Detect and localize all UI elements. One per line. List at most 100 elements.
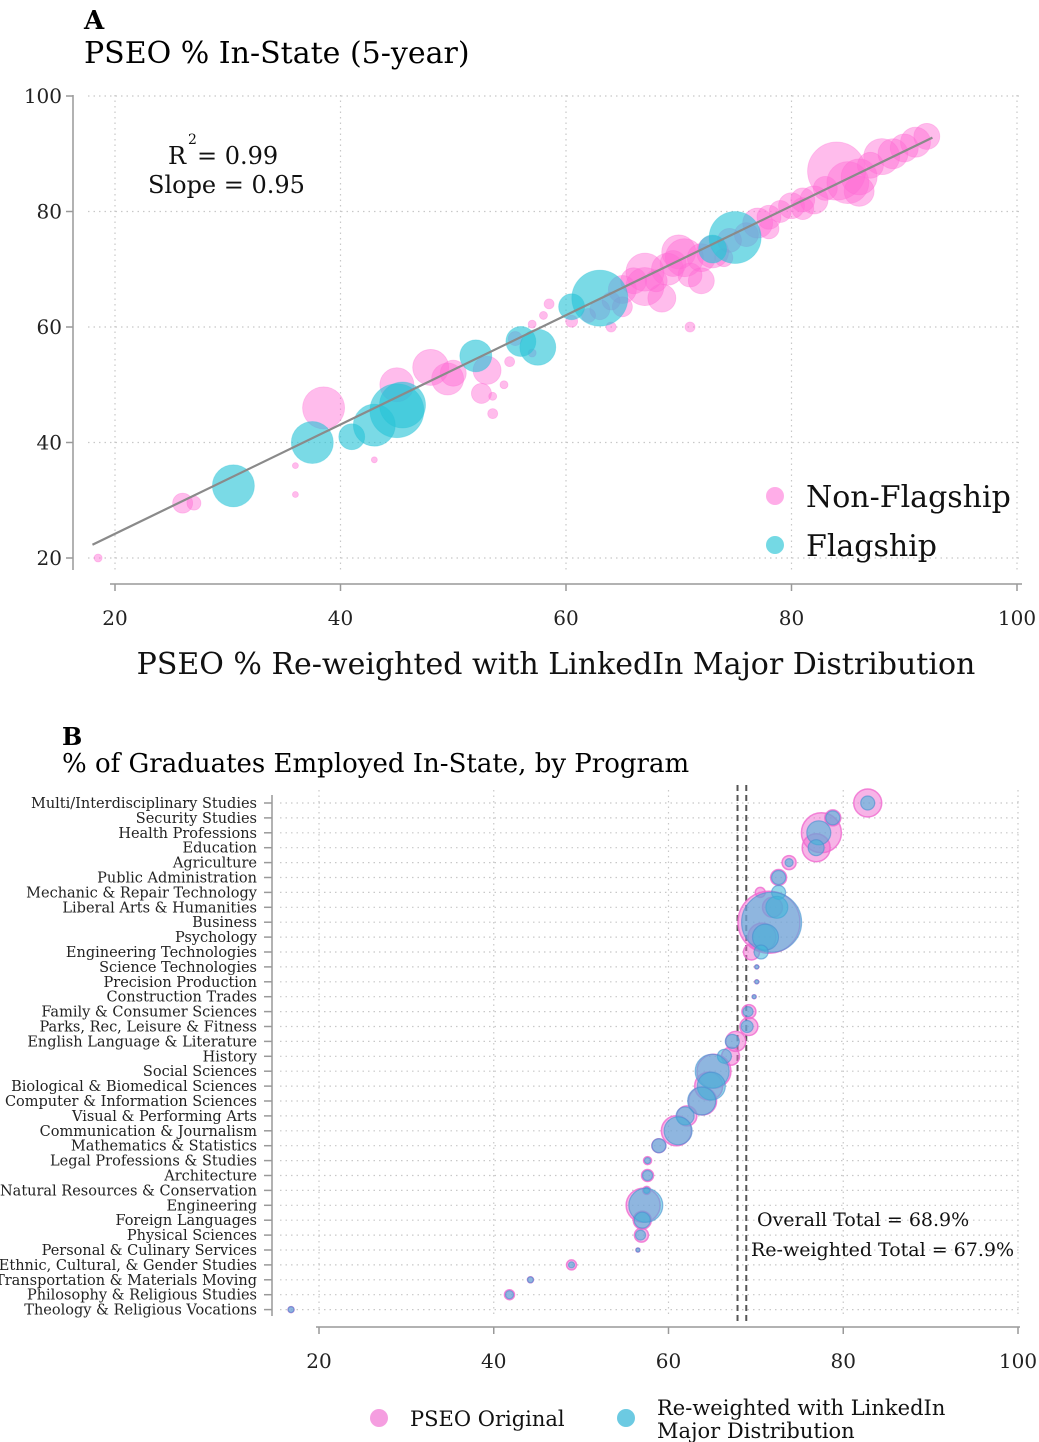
program-label: Natural Resources & Conservation xyxy=(0,1183,257,1199)
panel-a-xtick-label: 60 xyxy=(553,606,578,630)
panel-b-title: % of Graduates Employed In-State, by Pro… xyxy=(62,749,689,779)
reweighted-point xyxy=(526,1276,535,1284)
non-flagship-point xyxy=(625,252,665,292)
program-label: Legal Professions & Studies xyxy=(50,1154,257,1170)
reweighted-point xyxy=(753,944,769,960)
program-label: Theology & Religious Vocations xyxy=(24,1303,257,1319)
non-flagship-point xyxy=(471,383,492,404)
panel-b-xtick-label: 80 xyxy=(831,1349,856,1373)
non-flagship-point xyxy=(527,319,537,329)
reweighted-point xyxy=(742,1005,754,1018)
program-label: Parks, Rec, Leisure & Fitness xyxy=(39,1020,257,1036)
program-label: Multi/Interdisciplinary Studies xyxy=(31,796,257,812)
reweighted-point xyxy=(643,1156,652,1165)
panel-a-ytick-label: 40 xyxy=(37,431,62,455)
program-label: Biological & Biomedical Sciences xyxy=(11,1079,257,1095)
program-label: Liberal Arts & Humanities xyxy=(62,900,257,916)
reweighted-point xyxy=(635,1247,641,1253)
program-label: Physical Sciences xyxy=(127,1228,257,1244)
non-flagship-point xyxy=(93,553,103,563)
panel-a-xtick-label: 40 xyxy=(328,606,353,630)
reweighted-point xyxy=(807,839,825,857)
non-flagship-point xyxy=(487,408,499,420)
panel-a-xtick-label: 100 xyxy=(998,606,1036,630)
panel-a-ytick-label: 20 xyxy=(37,546,62,570)
legend-reweighted-marker xyxy=(617,1409,635,1427)
panel-b-plot: 20 40 60 80 100 Multi/Interdisciplinary Studi… xyxy=(0,785,1037,1373)
non-flagship-point xyxy=(291,462,299,470)
flagship-point xyxy=(459,339,493,373)
program-label: Foreign Languages xyxy=(115,1213,257,1229)
legend-reweighted-label-line1: Re-weighted with LinkedIn xyxy=(657,1396,945,1420)
reweighted-point xyxy=(754,979,760,985)
non-flagship-point xyxy=(684,321,696,333)
panel-a-xtick-label: 20 xyxy=(102,606,127,630)
program-label: Health Professions xyxy=(118,826,257,842)
legend-flagship-label: Flagship xyxy=(806,529,937,564)
non-flagship-point xyxy=(504,356,516,368)
program-label: History xyxy=(203,1049,258,1065)
non-flagship-point xyxy=(647,283,677,313)
non-flagship-point xyxy=(687,267,715,295)
flagship-point xyxy=(211,464,255,508)
overall-total-label: Overall Total = 68.9% xyxy=(757,1209,969,1231)
program-label: Security Studies xyxy=(136,811,257,827)
reweighted-point xyxy=(567,1261,576,1269)
program-label: Business xyxy=(192,915,257,931)
legend-pseo-original-marker xyxy=(370,1409,388,1427)
flagship-point xyxy=(708,211,762,264)
reweighted-point xyxy=(754,964,760,970)
reweighted-point xyxy=(687,1086,717,1116)
program-label: Engineering xyxy=(166,1198,257,1214)
program-label: Family & Consumer Sciences xyxy=(41,1005,257,1021)
panel-a-xlabel: PSEO % Re-weighted with LinkedIn Major D… xyxy=(137,647,976,682)
panel-a-ytick-label: 60 xyxy=(37,315,62,339)
r2-label: R xyxy=(168,142,187,170)
program-label: Education xyxy=(182,841,257,857)
reweighted-point xyxy=(784,857,794,868)
reweighted-point xyxy=(633,1211,651,1229)
program-label: Transportation & Materials Moving xyxy=(0,1273,257,1289)
r2-sup: 2 xyxy=(188,132,197,148)
program-label: Architecture xyxy=(163,1169,257,1185)
panel-b-xtick-label: 100 xyxy=(999,1349,1037,1373)
panel-b-xtick-label: 60 xyxy=(656,1349,681,1373)
non-flagship-point xyxy=(826,161,870,205)
reweighted-point xyxy=(634,1229,647,1241)
reweighted-point xyxy=(504,1290,515,1300)
reweighted-point xyxy=(860,795,876,811)
non-flagship-point xyxy=(488,391,498,401)
panel-a-title: PSEO % In-State (5-year) xyxy=(84,36,470,71)
program-label: Precision Production xyxy=(104,975,257,991)
program-label: Science Technologies xyxy=(99,960,257,976)
program-label: Visual & Performing Arts xyxy=(71,1109,257,1125)
program-label: Engineering Technologies xyxy=(66,945,257,961)
flagship-point xyxy=(290,421,334,464)
reweighted-point xyxy=(641,1169,654,1182)
reweighted-point xyxy=(663,1116,693,1146)
non-flagship-point xyxy=(499,380,509,390)
reweighted-point xyxy=(724,1033,740,1050)
program-label: Mathematics & Statistics xyxy=(71,1139,257,1155)
program-label: Social Sciences xyxy=(143,1064,257,1080)
program-label: Communication & Journalism xyxy=(40,1124,258,1140)
slope-label: Slope = 0.95 xyxy=(148,171,305,199)
reweighted-total-label: Re-weighted Total = 67.9% xyxy=(751,1239,1014,1261)
program-label: English Language & Literature xyxy=(27,1034,257,1050)
panel-a-ytick-label: 100 xyxy=(24,84,62,108)
non-flagship-point xyxy=(370,456,378,464)
legend-flagship-marker xyxy=(766,536,784,554)
program-label: Agriculture xyxy=(172,856,257,872)
panel-b-xtick-label: 40 xyxy=(481,1349,506,1373)
program-label: Computer & Information Sciences xyxy=(5,1094,257,1110)
reweighted-point xyxy=(651,1138,667,1154)
program-label: Mechanic & Repair Technology xyxy=(26,885,258,901)
panel-b-xtick-label: 20 xyxy=(306,1349,331,1373)
non-flagship-point xyxy=(843,175,875,207)
reweighted-point xyxy=(751,994,757,1000)
non-flagship-point xyxy=(291,491,299,498)
panel-a-ytick-label: 80 xyxy=(37,200,62,224)
non-flagship-point xyxy=(799,185,829,215)
program-label: Psychology xyxy=(175,930,258,946)
